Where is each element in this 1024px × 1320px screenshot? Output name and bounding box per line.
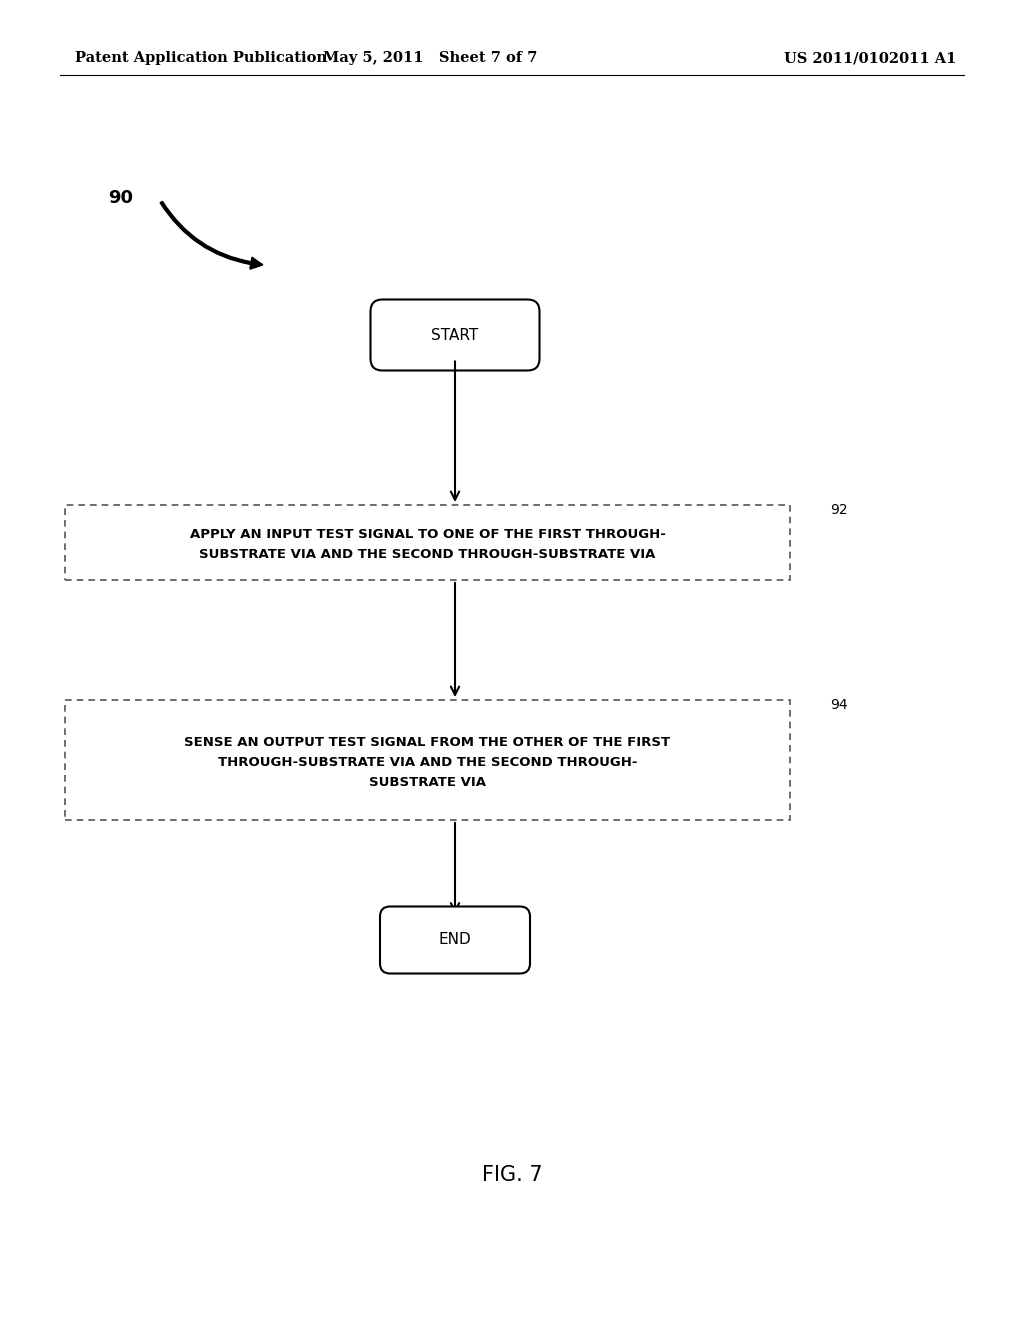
Text: SENSE AN OUTPUT TEST SIGNAL FROM THE OTHER OF THE FIRST: SENSE AN OUTPUT TEST SIGNAL FROM THE OTH… <box>184 735 671 748</box>
Text: May 5, 2011   Sheet 7 of 7: May 5, 2011 Sheet 7 of 7 <box>323 51 538 65</box>
Text: 94: 94 <box>830 698 848 711</box>
Text: START: START <box>431 327 478 342</box>
FancyArrowPatch shape <box>161 202 262 269</box>
Text: Patent Application Publication: Patent Application Publication <box>75 51 327 65</box>
FancyBboxPatch shape <box>65 506 790 579</box>
Text: THROUGH-SUBSTRATE VIA AND THE SECOND THROUGH-: THROUGH-SUBSTRATE VIA AND THE SECOND THR… <box>218 755 637 768</box>
FancyBboxPatch shape <box>371 300 540 371</box>
Text: FIG. 7: FIG. 7 <box>481 1166 543 1185</box>
Text: SUBSTRATE VIA AND THE SECOND THROUGH-SUBSTRATE VIA: SUBSTRATE VIA AND THE SECOND THROUGH-SUB… <box>200 548 655 561</box>
Text: APPLY AN INPUT TEST SIGNAL TO ONE OF THE FIRST THROUGH-: APPLY AN INPUT TEST SIGNAL TO ONE OF THE… <box>189 528 666 541</box>
Text: END: END <box>438 932 471 948</box>
Text: 92: 92 <box>830 503 848 517</box>
FancyBboxPatch shape <box>65 700 790 820</box>
Text: US 2011/0102011 A1: US 2011/0102011 A1 <box>783 51 956 65</box>
Text: SUBSTRATE VIA: SUBSTRATE VIA <box>369 776 486 788</box>
Text: 90: 90 <box>108 189 133 207</box>
FancyBboxPatch shape <box>380 907 530 974</box>
